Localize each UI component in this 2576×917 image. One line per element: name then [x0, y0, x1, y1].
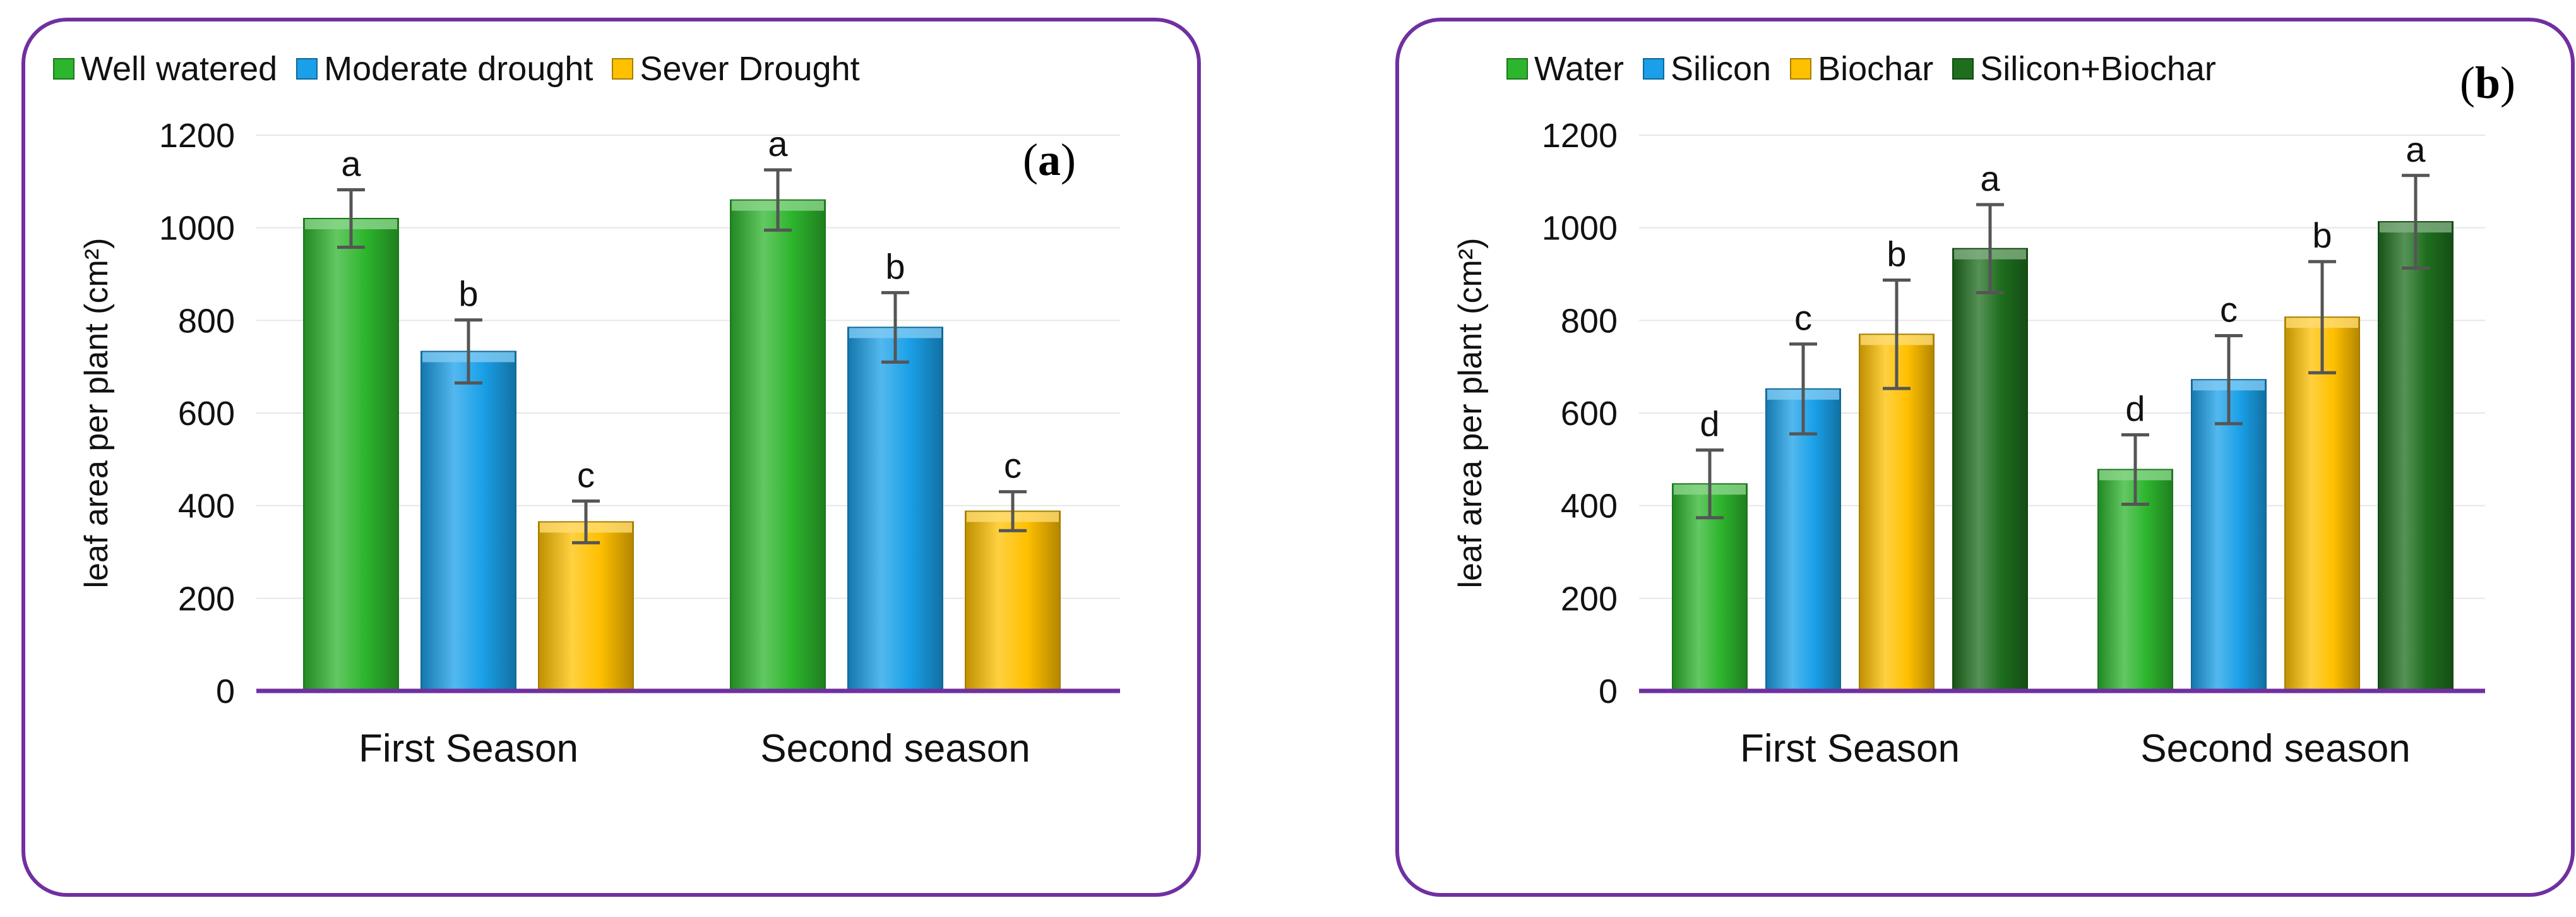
x-category-label: Second season — [760, 727, 1030, 770]
y-tick-label: 800 — [1561, 302, 1618, 340]
x-category-label: First Season — [359, 727, 578, 770]
y-tick-label: 200 — [178, 580, 235, 618]
bar — [2191, 379, 2267, 692]
legend-label: Silicon+Biochar — [1980, 50, 2216, 88]
bar — [2378, 221, 2454, 692]
bar-group: a — [730, 124, 826, 692]
bar-group: d — [2097, 388, 2173, 692]
y-axis-title: leaf area per plant (cm²) — [78, 238, 115, 589]
bar-group: b — [420, 274, 516, 692]
chart-panel-a: Well watered Moderate drought Sever Drou… — [21, 18, 1201, 897]
legend-label: Water — [1534, 50, 1625, 88]
bar-group: b — [847, 246, 943, 692]
y-tick-label: 200 — [1561, 580, 1618, 618]
bar — [1765, 388, 1841, 692]
bar — [538, 521, 634, 692]
y-tick-label: 400 — [1561, 488, 1618, 525]
legend-swatch — [1643, 58, 1665, 80]
bar — [420, 351, 516, 692]
significance-letter: c — [577, 455, 595, 494]
significance-letter: b — [885, 246, 905, 286]
bar — [847, 327, 943, 692]
y-axis-title: leaf area per plant (cm²) — [1452, 238, 1489, 589]
legend-item-water: Water — [1506, 49, 1624, 88]
significance-letter: c — [1004, 446, 1022, 486]
legend-item-well-watered: Well watered — [53, 49, 277, 88]
x-category-label: Second season — [2140, 727, 2410, 770]
bar-group: a — [303, 144, 399, 692]
significance-letter: b — [1887, 234, 1906, 274]
legend-label: Sever Drought — [640, 50, 860, 88]
bar-group: c — [2191, 290, 2267, 692]
significance-letter: d — [1700, 404, 1719, 444]
significance-letter: b — [2312, 215, 2332, 255]
legend-swatch — [53, 58, 75, 80]
bar — [730, 199, 826, 692]
y-tick-label: 400 — [178, 488, 235, 525]
bar-group: c — [538, 455, 634, 692]
legend-item-moderate-drought: Moderate drought — [296, 49, 593, 88]
bar-group: b — [2284, 215, 2360, 692]
y-tick-label: 1200 — [159, 117, 235, 155]
significance-letter: a — [341, 144, 361, 184]
y-tick-label: 0 — [1599, 673, 1618, 710]
bar-group: a — [2378, 129, 2454, 692]
chart-panel-b: Water Silicon Biochar Silicon+Biochar (b… — [1395, 18, 2575, 897]
significance-letter: a — [2406, 129, 2426, 169]
legend-a: Well watered Moderate drought Sever Drou… — [53, 49, 879, 88]
y-tick-label: 1000 — [159, 210, 235, 248]
panel-label-a: (a) — [1023, 135, 1076, 185]
significance-letter: a — [1980, 159, 2000, 198]
bar — [1952, 248, 2028, 692]
y-tick-label: 800 — [178, 302, 235, 340]
legend-item-sever-drought: Sever Drought — [612, 49, 860, 88]
legend-label: Moderate drought — [324, 50, 593, 88]
bar-group: c — [965, 446, 1061, 692]
legend-swatch — [1506, 58, 1528, 80]
legend-label: Well watered — [81, 50, 278, 88]
bar-chart-b: 0 200 400 600 800 1000 1200 leaf area per plant… — [1452, 117, 2485, 770]
panel-letter: a — [1037, 135, 1061, 185]
panel-label-b: (b) — [2460, 57, 2516, 108]
significance-letter: a — [768, 124, 788, 164]
y-tick-label: 1200 — [1542, 117, 1618, 155]
legend-swatch — [1790, 58, 1812, 80]
bar — [2284, 316, 2360, 692]
bar — [1859, 333, 1935, 692]
panel-letter: b — [2474, 57, 2501, 108]
bar — [965, 510, 1061, 692]
y-tick-label: 600 — [178, 395, 235, 433]
legend-swatch — [296, 58, 318, 80]
significance-letter: c — [1794, 298, 1812, 338]
significance-letter: b — [458, 274, 478, 314]
legend-label: Biochar — [1818, 50, 1934, 88]
bar — [303, 218, 399, 692]
legend-b: Water Silicon Biochar Silicon+Biochar — [1506, 49, 2235, 88]
legend-item-silicon-biochar: Silicon+Biochar — [1952, 49, 2216, 88]
bar-group: b — [1859, 234, 1935, 692]
significance-letter: c — [2220, 290, 2238, 330]
x-category-label: First Season — [1740, 727, 1960, 770]
bar-chart-a: 0 200 400 600 800 1000 1200 leaf area per plant… — [78, 117, 1120, 770]
legend-item-silicon: Silicon — [1643, 49, 1771, 88]
legend-label: Silicon — [1671, 50, 1772, 88]
y-tick-label: 1000 — [1542, 210, 1618, 248]
legend-swatch — [1952, 58, 1974, 80]
legend-item-biochar: Biochar — [1790, 49, 1933, 88]
y-tick-label: 600 — [1561, 395, 1618, 433]
bar-group: d — [1672, 404, 1748, 692]
y-tick-label: 0 — [216, 673, 235, 710]
legend-swatch — [612, 58, 634, 80]
bar-group: a — [1952, 159, 2028, 692]
significance-letter: d — [2125, 388, 2145, 428]
bar-group: c — [1765, 298, 1841, 692]
